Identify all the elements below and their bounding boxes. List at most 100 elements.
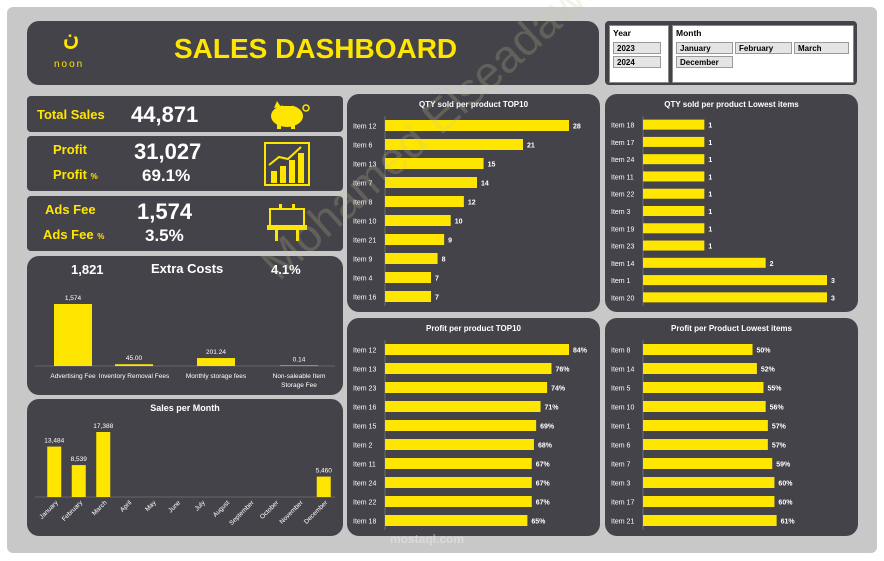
profit-low-value-label: 56%	[770, 405, 785, 412]
qty-top-category-label: Item 21	[353, 238, 376, 245]
extra-costs-category-label: Inventory Removal Fees	[99, 373, 170, 380]
logo-glyph: ن	[63, 25, 80, 50]
qty-top-bar	[385, 195, 464, 208]
profit-top-chart: Item 12 84% Item 13 76% Item 23 74% Item 16 71%…	[353, 340, 588, 530]
month-option-january[interactable]: January	[676, 42, 733, 54]
profit-top-category-label: Item 12	[353, 348, 376, 355]
profit-low-category-label: Item 6	[611, 443, 631, 450]
qty-top-card: QTY sold per product TOP10 Item 12 28 Item…	[347, 94, 600, 312]
kpi-ads-fee: Ads Fee 1,574 Ads Fee % 3.5%	[27, 196, 343, 251]
header-card: ن noon SALES DASHBOARD	[27, 21, 599, 85]
sales-month-value-label: 17,388	[93, 423, 113, 430]
qty-low-bar	[643, 240, 705, 251]
profit-top-value-label: 65%	[531, 519, 546, 526]
qty-top-title: QTY sold per product TOP10	[418, 100, 529, 109]
qty-top-chart: Item 12 28 Item 6 21 Item 13 15 Item 7 14 Item 8…	[353, 116, 581, 306]
profit-top-value-label: 74%	[551, 386, 566, 393]
profit-top-category-label: Item 13	[353, 367, 376, 374]
extra-costs-value-label: 0.14	[293, 357, 306, 364]
qty-low-title: QTY sold per product Lowest items	[664, 100, 799, 109]
qty-low-value-label: 1	[708, 244, 712, 251]
profit-low-category-label: Item 8	[611, 348, 631, 355]
qty-top-bar	[385, 214, 451, 227]
qty-low-bar	[643, 136, 705, 147]
piggy-bank-icon	[271, 101, 310, 129]
extra-costs-category-label: Storage Fee	[281, 382, 317, 389]
qty-top-category-label: Item 6	[353, 143, 373, 150]
qty-top-category-label: Item 12	[353, 124, 376, 131]
qty-top-category-label: Item 13	[353, 162, 376, 169]
qty-low-value-label: 1	[708, 123, 712, 130]
profit-low-value-label: 61%	[781, 519, 796, 526]
profit-low-value-label: 52%	[761, 367, 776, 374]
year-slicer: Year 2023 2024	[609, 25, 669, 83]
logo-text: noon	[54, 59, 85, 70]
profit-low-category-label: Item 3	[611, 481, 631, 488]
extra-costs-chart: 1,574 45.00 201.24 0.14 Advertising Fee Inven…	[35, 295, 335, 389]
profit-top-category-label: Item 22	[353, 500, 376, 507]
total-sales-value: 44,871	[131, 102, 199, 127]
sales-month-bar	[316, 476, 331, 497]
year-option-2023[interactable]: 2023	[613, 42, 661, 54]
ads-fee-pct-label: Ads Fee %	[43, 227, 105, 242]
qty-top-value-label: 28	[573, 124, 581, 131]
profit-low-chart: Item 8 50% Item 14 52% Item 5 55% Item 10 56% It…	[611, 340, 796, 530]
profit-top-value-label: 67%	[536, 500, 551, 507]
profit-low-bar	[643, 381, 764, 394]
profit-low-category-label: Item 1	[611, 424, 631, 431]
profit-top-value-label: 69%	[540, 424, 555, 431]
ads-fee-label: Ads Fee	[45, 202, 96, 217]
month-option-december[interactable]: December	[676, 56, 733, 68]
profit-low-bar	[643, 476, 775, 489]
sales-month-category-label: April	[119, 499, 134, 514]
profit-top-category-label: Item 24	[353, 481, 376, 488]
qty-low-category-label: Item 23	[611, 244, 634, 251]
qty-top-bar	[385, 176, 477, 189]
profit-low-category-label: Item 10	[611, 405, 634, 412]
slicer-panel: Year 2023 2024 Month January February Ma…	[605, 21, 857, 85]
qty-low-category-label: Item 19	[611, 226, 634, 233]
qty-top-value-label: 21	[527, 143, 535, 150]
month-option-march[interactable]: March	[794, 42, 849, 54]
profit-top-bar	[385, 457, 532, 470]
qty-low-value-label: 1	[708, 226, 712, 233]
extra-costs-bar	[280, 365, 318, 366]
extra-costs-title: Extra Costs	[151, 261, 224, 276]
qty-low-category-label: Item 22	[611, 192, 634, 199]
qty-low-card: QTY sold per product Lowest items Item 1…	[605, 94, 858, 312]
qty-top-bar	[385, 290, 431, 303]
profit-pct-value: 69.1%	[142, 166, 191, 185]
month-option-february[interactable]: February	[735, 42, 792, 54]
qty-low-category-label: Item 14	[611, 261, 634, 268]
sales-month-bar	[96, 432, 111, 497]
profit-low-bar	[643, 362, 757, 375]
qty-low-value-label: 1	[708, 209, 712, 216]
profit-top-bar	[385, 400, 541, 413]
qty-top-value-label: 12	[468, 200, 476, 207]
total-sales-label: Total Sales	[37, 107, 105, 122]
qty-top-bar	[385, 271, 431, 284]
qty-top-value-label: 15	[488, 162, 496, 169]
sales-month-bar	[47, 446, 62, 497]
page-title: SALES DASHBOARD	[174, 33, 458, 64]
kpi-total-sales: Total Sales 44,871	[27, 96, 343, 132]
qty-low-value-label: 1	[708, 140, 712, 147]
qty-top-bar	[385, 138, 523, 151]
qty-low-bar	[643, 171, 705, 182]
extra-costs-category-label: Non-saleable Item	[273, 373, 326, 380]
profit-top-card: Profit per product TOP10 Item 12 84% Item …	[347, 318, 600, 536]
qty-top-category-label: Item 7	[353, 181, 373, 188]
profit-top-category-label: Item 18	[353, 519, 376, 526]
sales-month-card: Sales per Month 13,484 January 8,539 Februa…	[27, 399, 343, 536]
sales-month-category-label: January	[38, 499, 60, 521]
profit-low-bar	[643, 343, 753, 356]
year-option-2024[interactable]: 2024	[613, 56, 661, 68]
profit-low-value-label: 50%	[757, 348, 772, 355]
qty-top-value-label: 14	[481, 181, 489, 188]
extra-costs-pct: 4.1%	[271, 262, 301, 277]
profit-low-value-label: 59%	[776, 462, 791, 469]
sales-month-value-label: 8,539	[71, 456, 88, 463]
profit-low-bar	[643, 419, 768, 432]
growth-chart-icon	[264, 142, 310, 186]
profit-low-card: Profit per Product Lowest items Item 8 50…	[605, 318, 858, 536]
